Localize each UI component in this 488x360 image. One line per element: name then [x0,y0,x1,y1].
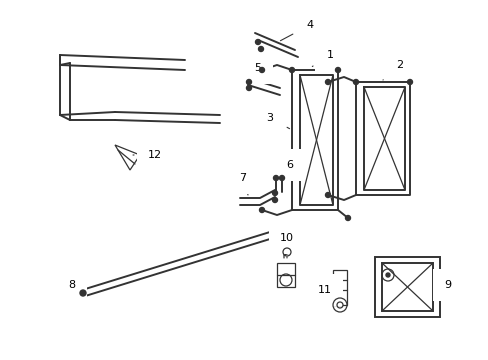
Circle shape [325,193,330,198]
Text: 12: 12 [133,150,162,160]
Circle shape [80,290,86,296]
Circle shape [335,68,340,72]
Circle shape [259,207,264,212]
Circle shape [279,175,284,180]
Circle shape [255,40,260,45]
Text: 8: 8 [68,280,81,292]
Bar [374,257,439,317]
Text: 11: 11 [317,285,333,298]
Circle shape [325,80,330,85]
Circle shape [272,198,277,202]
Text: 5: 5 [254,63,261,79]
Bar [332,270,346,305]
Circle shape [385,273,389,277]
Circle shape [407,80,412,85]
Circle shape [289,68,294,72]
Circle shape [258,46,263,51]
Bar [276,263,294,287]
Text: 3: 3 [266,113,289,129]
Bar [381,263,432,311]
Circle shape [246,80,251,85]
Circle shape [259,68,264,72]
Circle shape [273,175,278,180]
Text: 1: 1 [312,50,333,67]
Text: 6: 6 [280,160,293,179]
Text: 4: 4 [280,20,313,41]
Circle shape [353,80,358,85]
Circle shape [345,216,350,220]
Circle shape [272,190,277,195]
Text: 9: 9 [442,280,450,290]
Circle shape [246,85,251,90]
Text: 7: 7 [239,173,247,195]
Text: 2: 2 [382,60,403,80]
Text: 10: 10 [280,233,293,258]
